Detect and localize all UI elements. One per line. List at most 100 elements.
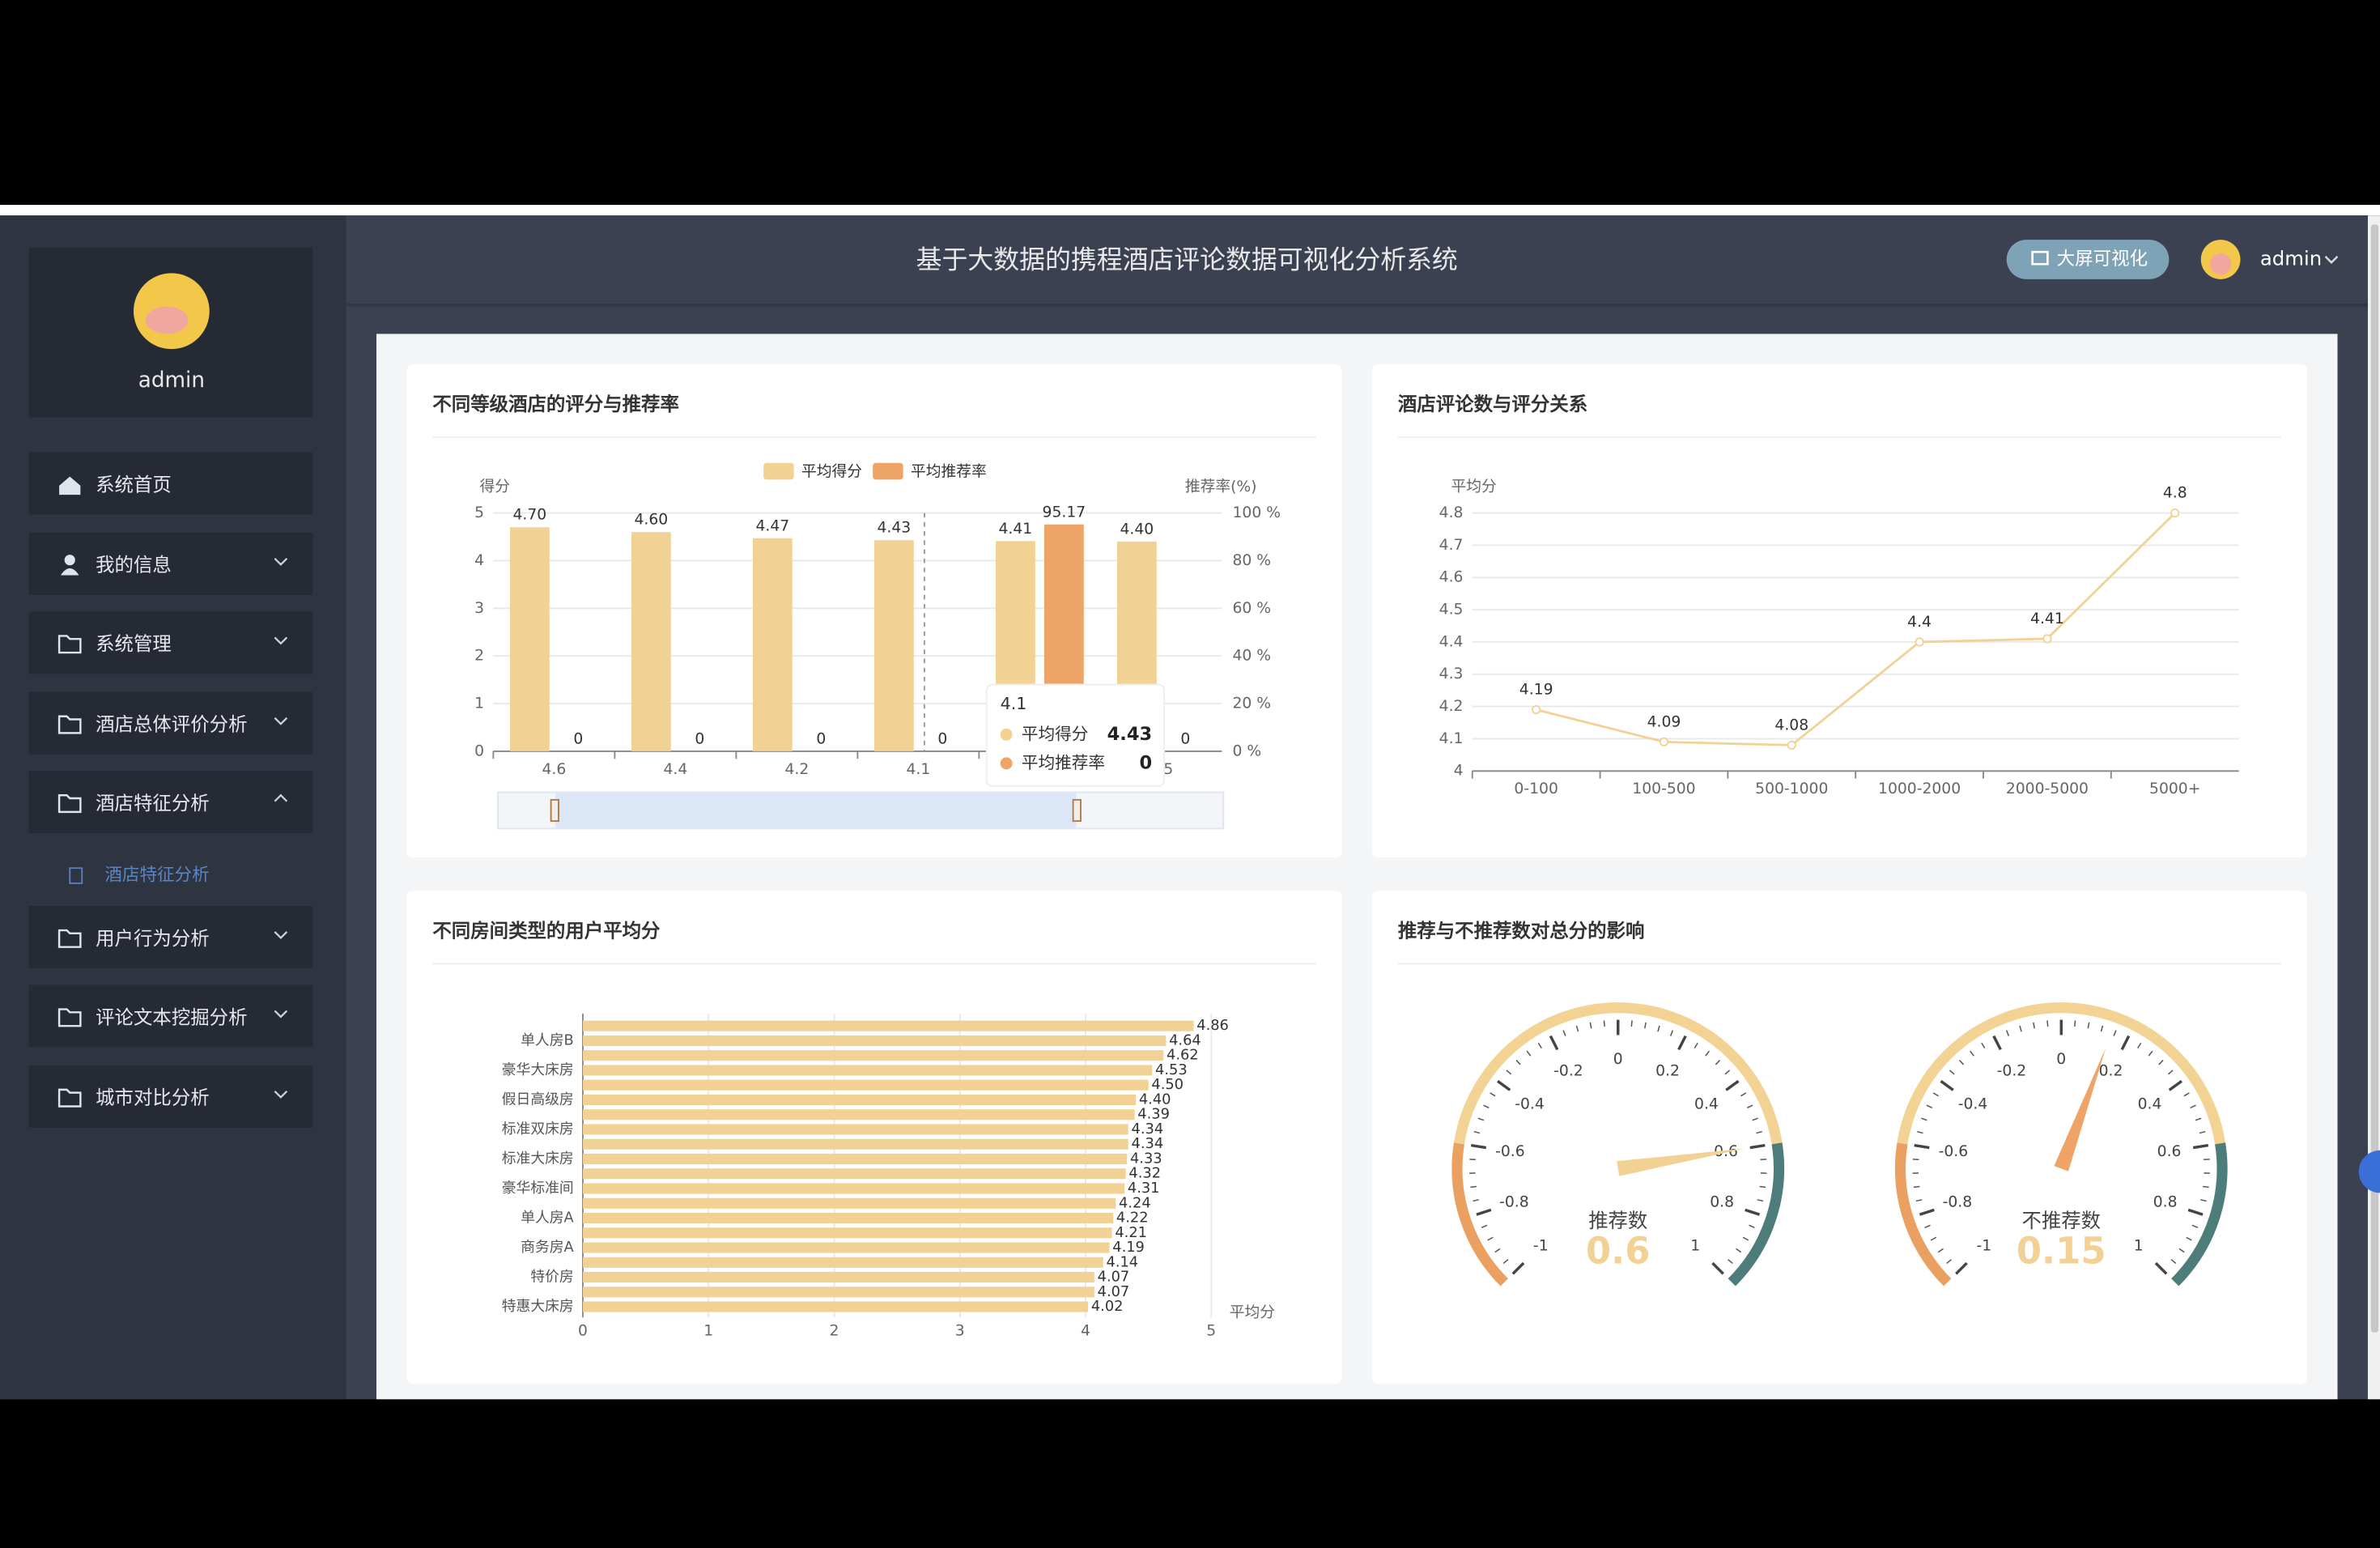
bar	[583, 1197, 1116, 1209]
value-label: 4.53	[1155, 1061, 1188, 1078]
tick-mark	[1745, 1208, 1761, 1216]
bar	[583, 1301, 1089, 1312]
menu-item[interactable]: 系统首页	[28, 452, 313, 515]
gauge-minor-tick	[1481, 1224, 1488, 1229]
user-menu[interactable]: admin	[2200, 240, 2339, 279]
bar	[583, 1271, 1094, 1283]
y-tick-label: 标准大床房	[502, 1150, 574, 1167]
gauge-minor-tick	[2191, 1224, 2199, 1229]
legend-swatch	[763, 462, 794, 480]
chevron	[274, 931, 288, 940]
menu-label: 用户行为分析	[96, 927, 210, 950]
gauge-minor-tick	[1937, 1248, 1944, 1253]
y-tick-label: 4.7	[1439, 537, 1464, 554]
gauge-minor-tick	[1756, 1130, 1762, 1134]
x-tick-label: 5	[1206, 1322, 1216, 1339]
bar	[583, 1153, 1128, 1165]
menu-item[interactable]: 用户行为分析	[28, 906, 313, 968]
value-label: 4.31	[1128, 1180, 1160, 1197]
gauge-tick-label: -0.4	[1958, 1096, 1988, 1113]
gauge-tick-label: 0	[2056, 1051, 2066, 1068]
chevron	[274, 558, 288, 566]
bar	[583, 1168, 1126, 1180]
collapse-button[interactable]	[2358, 1150, 2380, 1193]
gauge-tick-label: -0.2	[1997, 1063, 2027, 1080]
menu-bg	[28, 906, 313, 968]
menu-item[interactable]: 系统管理	[28, 611, 313, 674]
menu-item[interactable]: 城市对比分析	[28, 1065, 313, 1128]
bar	[583, 1109, 1135, 1121]
tick-mark	[2187, 1208, 2204, 1216]
y-tick-label: 特惠大床房	[502, 1298, 574, 1315]
submenu-item[interactable]: 酒店特征分析	[69, 865, 210, 886]
menu-bg	[28, 1065, 313, 1128]
gauge-minor-tick	[2100, 1025, 2104, 1032]
tick-mark	[1511, 1261, 1525, 1275]
axis-name: 平均分	[1230, 1304, 1275, 1321]
icon	[61, 568, 79, 576]
bar	[583, 1124, 1128, 1135]
gauge-tick-label: -0.8	[1499, 1194, 1529, 1211]
y2-tick-label: 0 %	[1233, 742, 1262, 759]
menu-item[interactable]: 我的信息	[28, 532, 313, 595]
gauge-minor-tick	[1715, 1059, 1721, 1065]
gauge-value: 0.6	[1586, 1229, 1651, 1272]
gauge-minor-tick	[1752, 1117, 1758, 1121]
value-label: 4.34	[1132, 1135, 1164, 1152]
gauge-minor-tick	[1746, 1104, 1753, 1109]
gauge-minor-tick	[1757, 1199, 1764, 1202]
value-label: 4.41	[999, 521, 1033, 538]
gauge-tick-label: -0.2	[1553, 1063, 1583, 1080]
y-tick-label: 4.8	[1439, 504, 1464, 521]
y-tick-label: 4.2	[1439, 698, 1464, 715]
y-tick-label: 3	[474, 600, 484, 617]
bigscreen-button[interactable]: 大屏可视化	[2006, 240, 2170, 279]
tick-mark	[1919, 1208, 1935, 1216]
menu-bg	[28, 771, 313, 834]
gauge-minor-tick	[1526, 1050, 1532, 1057]
gauge-minor-tick	[1981, 1042, 1986, 1049]
tick-mark	[2120, 1035, 2131, 1051]
menu-item[interactable]: 酒店特征分析	[28, 771, 313, 834]
x-tick-label: 4.1	[906, 761, 930, 778]
gauge-tick-label: 1	[2134, 1237, 2144, 1254]
gauge-minor-tick	[1921, 1117, 1927, 1121]
x-tick-label: 2000-5000	[2006, 780, 2089, 797]
point	[1659, 737, 1669, 747]
gauge-value: 0.15	[2017, 1229, 2106, 1272]
value-label: 4.43	[878, 520, 912, 537]
y-tick-label: 假日高级房	[502, 1091, 574, 1108]
menu-bg	[28, 532, 313, 595]
x-tick-label: 5000+	[2149, 780, 2200, 797]
tick-mark	[1549, 1035, 1559, 1051]
gauge-minor-tick	[1515, 1059, 1521, 1065]
y2-tick-label: 100 %	[1233, 504, 1281, 521]
gauge-minor-tick	[2019, 1025, 2022, 1032]
gauge-tick-label: -0.6	[1495, 1143, 1525, 1160]
gauge-minor-tick	[1924, 1224, 1931, 1229]
menu-item[interactable]: 酒店总体评价分析	[28, 691, 313, 755]
button-label: 大屏可视化	[2057, 249, 2148, 270]
y-tick-label: 商务房A	[521, 1239, 574, 1256]
gauge-minor-tick	[1502, 1259, 1509, 1265]
y-tick-label: 4	[1454, 763, 1464, 780]
zoom-window	[555, 792, 1077, 829]
value-label: 4.50	[1151, 1076, 1184, 1093]
gauge-minor-tick	[1736, 1248, 1742, 1253]
menu-bg	[28, 691, 313, 755]
gauge-minor-tick	[1575, 1025, 1579, 1032]
x-tick-label: 100-500	[1632, 780, 1695, 797]
icon	[57, 929, 82, 948]
y-tick-label: 4.4	[1439, 633, 1464, 650]
gauge-minor-tick	[1644, 1022, 1647, 1029]
y-tick-label: 单人房B	[521, 1031, 574, 1048]
tooltip-dot	[1000, 728, 1013, 741]
value-label: 0	[573, 730, 583, 747]
y-tick-label: 4	[474, 552, 484, 569]
menu-item[interactable]: 评论文本挖掘分析	[28, 985, 313, 1048]
menu-label: 系统管理	[96, 632, 172, 655]
